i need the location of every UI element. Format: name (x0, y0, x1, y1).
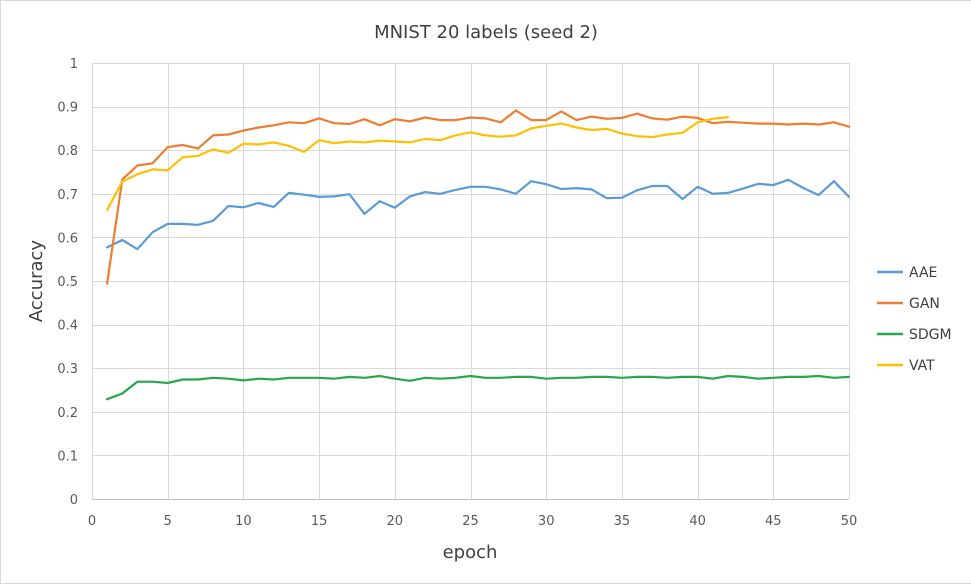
x-tick-label: 25 (462, 514, 479, 529)
x-axis-label: epoch (443, 542, 498, 563)
x-tick-label: 35 (614, 514, 631, 529)
series-line-aae (105, 178, 851, 251)
legend-label-vat: VAT (909, 358, 935, 374)
x-tick-label: 15 (311, 514, 328, 529)
x-tick-label: 40 (689, 514, 706, 529)
x-tick-label: 0 (88, 514, 96, 529)
y-tick-label: 0.4 (57, 319, 78, 334)
series-line-gan (105, 109, 851, 285)
series-line-sdgm (105, 374, 851, 401)
y-tick-label: 0.3 (57, 362, 78, 377)
y-tick-label: 0.1 (57, 449, 78, 464)
y-tick-label: 0.6 (57, 231, 78, 246)
legend-label-gan: GAN (909, 296, 940, 312)
series-line-vat (105, 115, 730, 211)
legend: AAE GAN SDGM VAT (877, 265, 952, 374)
y-tick-label: 0.8 (57, 144, 78, 159)
x-tick-label: 45 (765, 514, 782, 529)
y-axis-label: Accuracy (26, 240, 47, 323)
y-tick-label: 0.2 (57, 406, 78, 421)
series-layer (105, 109, 851, 401)
legend-label-sdgm: SDGM (909, 327, 952, 343)
x-tick-label: 10 (235, 514, 252, 529)
y-tick-label: 0.5 (57, 275, 78, 290)
x-tick-label: 5 (164, 514, 172, 529)
legend-label-aae: AAE (909, 265, 937, 281)
y-tick-label: 0 (70, 493, 78, 508)
x-tick-label: 50 (841, 514, 858, 529)
chart-title: MNIST 20 labels (seed 2) (374, 22, 598, 43)
x-tick-label: 30 (538, 514, 555, 529)
y-tick-label: 1 (70, 57, 78, 72)
grid-layer (92, 63, 850, 500)
y-tick-label: 0.7 (57, 188, 78, 203)
x-tick-label: 20 (387, 514, 404, 529)
y-tick-label: 0.9 (57, 101, 78, 116)
axis-layer: 00.10.20.30.40.50.60.70.80.910 5 10 15 20 25 3… (57, 57, 857, 529)
